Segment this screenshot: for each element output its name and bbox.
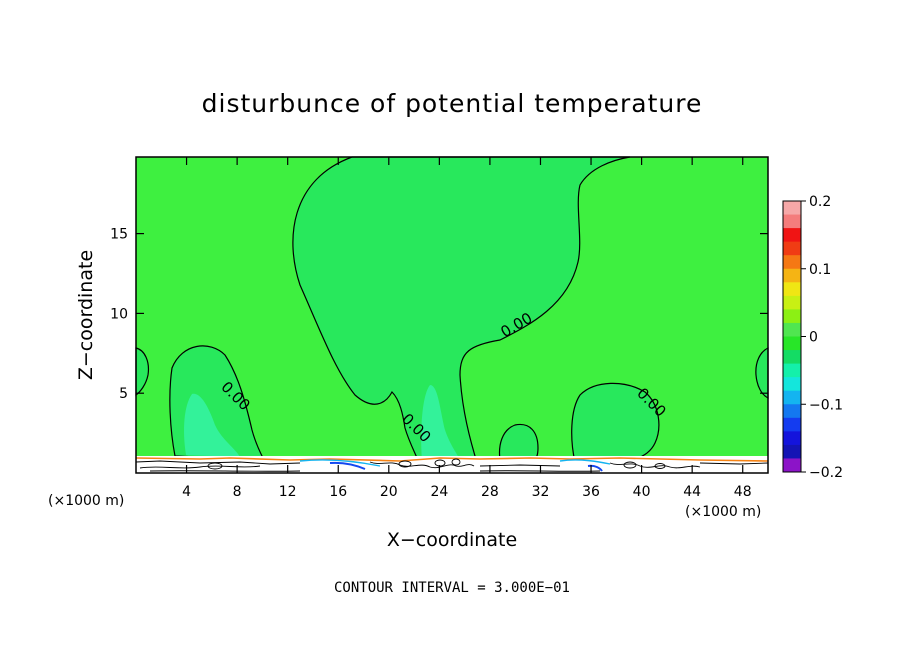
- x-tick-label: 20: [380, 484, 398, 500]
- contour-interval-note: CONTOUR INTERVAL = 3.000E−01: [334, 580, 570, 596]
- eddy-1: [398, 460, 412, 468]
- x-axis-ticks: 4 8 12 16 20 24 28 32 36 40 44 48: [182, 157, 752, 500]
- eddy-6: [207, 462, 223, 470]
- colorbar-swatch: [783, 458, 801, 473]
- zero-contour-edge-right: [755, 347, 769, 399]
- colorbar-swatch: [783, 295, 801, 310]
- x-tick-label: 24: [430, 484, 448, 500]
- colorbar-swatch: [783, 228, 801, 243]
- x-tick-label: 36: [582, 484, 600, 500]
- x-axis-label: X−coordinate: [387, 529, 517, 551]
- colorbar-tick-label: −0.1: [809, 397, 843, 413]
- colorbar-swatch: [783, 431, 801, 446]
- y-tick-label: 5: [119, 386, 128, 402]
- x-tick-label: 44: [683, 484, 701, 500]
- x-tick-label: 4: [182, 484, 191, 500]
- colorbar-tick-label: 0: [809, 330, 818, 346]
- colorbar-tick-label: 0.2: [809, 194, 831, 210]
- colorbar: 0.2 0.1 0 −0.1 −0.2: [782, 194, 843, 481]
- colorbar-swatch: [783, 282, 801, 297]
- colorbar-swatch: [783, 444, 801, 459]
- x-tick-label: 28: [481, 484, 499, 500]
- colorbar-swatch: [783, 336, 801, 351]
- x-tick-label: 48: [734, 484, 752, 500]
- x-tick-label: 12: [279, 484, 297, 500]
- plot-frame: [135, 156, 769, 474]
- x-tick-label: 8: [233, 484, 242, 500]
- colorbar-swatch: [783, 377, 801, 392]
- surface-orange-line: [135, 457, 769, 462]
- surface-eddies: [207, 458, 666, 470]
- colorbar-swatch: [783, 390, 801, 405]
- x-tick-label: 16: [329, 484, 347, 500]
- colorbar-swatch: [783, 214, 801, 229]
- colorbar-swatch: [783, 201, 801, 216]
- x-unit-left: (×1000 m): [48, 493, 124, 509]
- negative-patch-center: [421, 385, 460, 460]
- plot-area: [135, 156, 769, 474]
- x-tick-label: 40: [633, 484, 651, 500]
- colorbar-tick-label: 0.1: [809, 262, 831, 278]
- colorbar-swatch: [783, 350, 801, 365]
- eddy-5: [654, 463, 666, 469]
- colorbar-swatch: [783, 268, 801, 283]
- colorbar-swatch: [783, 241, 801, 256]
- eddy-3: [451, 458, 461, 466]
- y-tick-label: 10: [110, 306, 128, 322]
- colorbar-tick-label: −0.2: [809, 465, 843, 481]
- colorbar-swatch: [783, 322, 801, 337]
- surface-blue-patch: [329, 461, 603, 472]
- colorbar-swatch: [783, 255, 801, 270]
- y-tick-label: 15: [110, 227, 128, 243]
- eddy-2: [434, 459, 446, 467]
- chart-title: disturbunce of potential temperature: [202, 89, 703, 118]
- x-tick-label: 32: [532, 484, 550, 500]
- colorbar-swatch: [783, 417, 801, 432]
- colorbar-swatch: [783, 309, 801, 324]
- surface-cyan-line: [299, 459, 611, 467]
- y-axis-ticks: 5 10 15: [110, 227, 768, 402]
- zero-contour-region-right: [571, 382, 660, 463]
- y-axis-label: Z−coordinate: [75, 250, 97, 380]
- x-unit-right: (×1000 m): [685, 504, 761, 520]
- colorbar-swatch: [783, 404, 801, 419]
- colorbar-swatch: [783, 363, 801, 378]
- eddy-4: [623, 461, 637, 469]
- negative-patch-left: [184, 393, 240, 457]
